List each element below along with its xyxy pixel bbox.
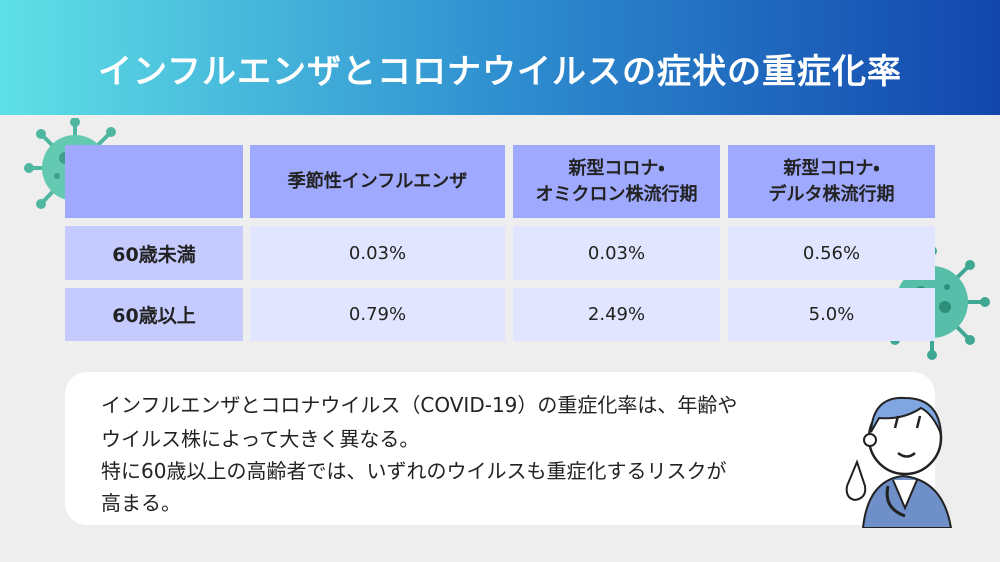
- doctor-illustration: [845, 396, 953, 528]
- header-cell: 新型コロナ・ デルタ株流行期: [728, 145, 935, 218]
- note-line: 高まる。: [101, 491, 181, 515]
- row-label: 60歳以上: [65, 288, 243, 341]
- header-line: 季節性インフルエンザ: [287, 170, 468, 192]
- data-cell: 5.0%: [728, 288, 935, 341]
- title: インフルエンザとコロナウイルスの症状の重症化率: [98, 52, 902, 92]
- data-cell: 2.49%: [513, 288, 720, 341]
- data-cell: 0.03%: [513, 226, 720, 280]
- header-cell: 新型コロナ・オミクロン株流行期: [513, 145, 720, 218]
- header-cell: 季節性インフルエンザ: [250, 145, 505, 218]
- header-line: デルタ株流行期: [768, 183, 895, 205]
- header-line: オミクロン株流行期: [535, 183, 698, 205]
- data-cell: 0.03%: [250, 226, 505, 280]
- note-box: インフルエンザとコロナウイルス（COVID-19）の重症化率は、年齢や ウイルス株…: [65, 372, 935, 525]
- data-cell: 0.56%: [728, 226, 935, 280]
- header-line: 新型コロナ・: [783, 157, 880, 179]
- note-line: 特に60歳以上の高齢者では、いずれのウイルスも重症化するリスクが: [101, 459, 727, 483]
- note-line: インフルエンザとコロナウイルス（COVID-19）の重症化率は、年齢や: [101, 393, 738, 417]
- data-cell: 0.79%: [250, 288, 505, 341]
- header-cell: [65, 145, 243, 218]
- header-line: 新型コロナ・: [568, 157, 665, 179]
- header: インフルエンザとコロナウイルスの症状の重症化率: [0, 0, 1000, 115]
- row-label: 60歳未満: [65, 226, 243, 280]
- note-line: ウイルス株によって大きく異なる。: [101, 427, 420, 451]
